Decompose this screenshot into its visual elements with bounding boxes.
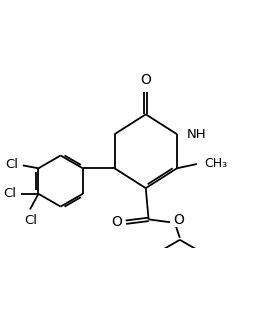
Text: Cl: Cl xyxy=(5,158,18,171)
Text: O: O xyxy=(140,73,151,87)
Text: O: O xyxy=(174,213,184,227)
Text: O: O xyxy=(111,215,122,229)
Text: Cl: Cl xyxy=(3,187,16,200)
Text: CH₃: CH₃ xyxy=(204,157,227,170)
Text: Cl: Cl xyxy=(24,214,37,227)
Text: NH: NH xyxy=(187,128,206,141)
